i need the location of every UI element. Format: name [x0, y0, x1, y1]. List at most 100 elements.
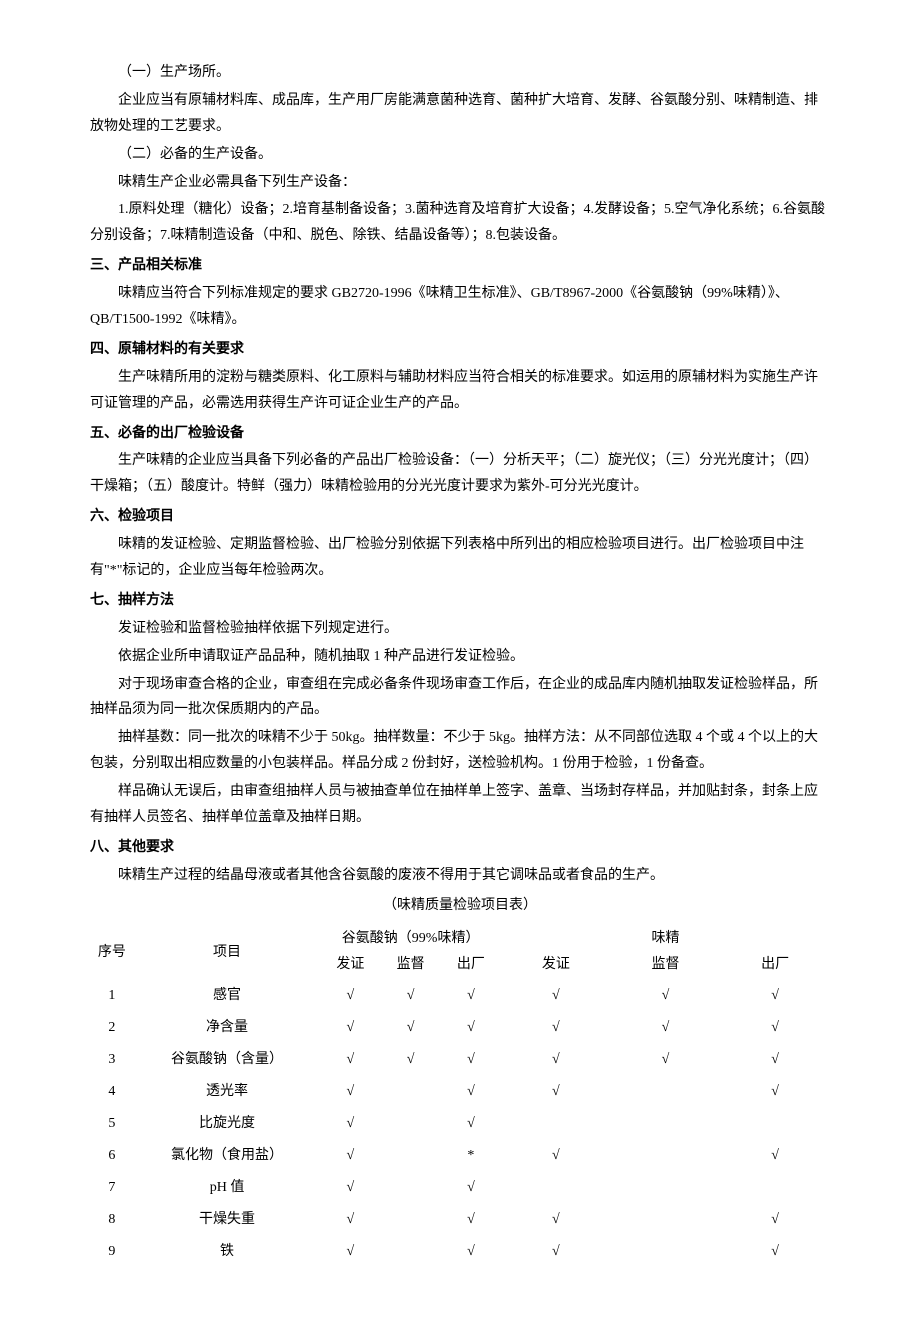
cell-mark [380, 1172, 440, 1204]
cell-item: 谷氨酸钠（含量） [134, 1044, 320, 1076]
section-heading: 四、原辅材料的有关要求 [90, 337, 830, 363]
cell-mark: √ [441, 1204, 501, 1236]
cell-mark: √ [501, 1012, 611, 1044]
section-heading: 八、其他要求 [90, 835, 830, 861]
section-heading: 六、检验项目 [90, 504, 830, 530]
cell-item: 净含量 [134, 1012, 320, 1044]
cell-mark [380, 1140, 440, 1172]
cell-mark [611, 1140, 721, 1172]
cell-mark: √ [380, 980, 440, 1012]
paragraph: 1.原料处理（糖化）设备；2.培育基制备设备；3.菌种选育及培育扩大设备；4.发… [90, 197, 830, 249]
cell-mark: √ [501, 1044, 611, 1076]
header-sub: 监督 [611, 952, 721, 981]
cell-seq: 4 [90, 1076, 134, 1108]
cell-mark: √ [441, 980, 501, 1012]
header-sub: 发证 [320, 952, 380, 981]
paragraph: 企业应当有原辅材料库、成品库，生产用厂房能满意菌种选育、菌种扩大培育、发酵、谷氨… [90, 88, 830, 140]
cell-seq: 8 [90, 1204, 134, 1236]
paragraph: （一）生产场所。 [90, 60, 830, 86]
cell-seq: 6 [90, 1140, 134, 1172]
header-sub: 出厂 [720, 952, 830, 981]
cell-item: 铁 [134, 1236, 320, 1268]
paragraph: 味精生产过程的结晶母液或者其他含谷氨酸的废液不得用于其它调味品或者食品的生产。 [90, 863, 830, 889]
paragraph: 样品确认无误后，由审查组抽样人员与被抽查单位在抽样单上签字、盖章、当场封存样品，… [90, 779, 830, 831]
table-row: 8干燥失重√√√√ [90, 1204, 830, 1236]
cell-mark [611, 1076, 721, 1108]
document-body: （一）生产场所。企业应当有原辅材料库、成品库，生产用厂房能满意菌种选育、菌种扩大… [90, 60, 830, 889]
cell-mark: √ [380, 1012, 440, 1044]
cell-mark [611, 1236, 721, 1268]
cell-seq: 7 [90, 1172, 134, 1204]
cell-mark: √ [501, 1140, 611, 1172]
cell-mark: √ [320, 1012, 380, 1044]
header-sub: 出厂 [441, 952, 501, 981]
cell-mark [501, 1108, 611, 1140]
cell-mark: √ [720, 1044, 830, 1076]
cell-mark [720, 1172, 830, 1204]
paragraph: 味精生产企业必需具备下列生产设备： [90, 170, 830, 196]
table-body: 1感官√√√√√√2净含量√√√√√√3谷氨酸钠（含量）√√√√√√4透光率√√… [90, 980, 830, 1267]
cell-mark: √ [320, 1108, 380, 1140]
header-sub: 发证 [501, 952, 611, 981]
cell-mark [380, 1204, 440, 1236]
cell-item: pH 值 [134, 1172, 320, 1204]
cell-mark [380, 1076, 440, 1108]
cell-mark [380, 1108, 440, 1140]
cell-mark: √ [320, 1044, 380, 1076]
cell-mark: √ [441, 1076, 501, 1108]
cell-mark: √ [441, 1012, 501, 1044]
header-group2: 味精 [501, 923, 830, 952]
paragraph: 味精的发证检验、定期监督检验、出厂检验分别依据下列表格中所列出的相应检验项目进行… [90, 532, 830, 584]
header-seq: 序号 [90, 923, 134, 981]
cell-mark [380, 1236, 440, 1268]
table-row: 1感官√√√√√√ [90, 980, 830, 1012]
cell-mark: √ [441, 1044, 501, 1076]
table-row: 7pH 值√√ [90, 1172, 830, 1204]
cell-item: 透光率 [134, 1076, 320, 1108]
table-row: 3谷氨酸钠（含量）√√√√√√ [90, 1044, 830, 1076]
paragraph: 抽样基数：同一批次的味精不少于 50kg。抽样数量：不少于 5kg。抽样方法：从… [90, 725, 830, 777]
cell-mark: √ [501, 1236, 611, 1268]
cell-mark: √ [501, 1076, 611, 1108]
cell-mark: √ [320, 1236, 380, 1268]
cell-mark: √ [501, 980, 611, 1012]
cell-mark: √ [611, 1012, 721, 1044]
section-heading: 七、抽样方法 [90, 588, 830, 614]
cell-mark [611, 1172, 721, 1204]
paragraph: （二）必备的生产设备。 [90, 142, 830, 168]
cell-item: 比旋光度 [134, 1108, 320, 1140]
cell-mark: √ [441, 1236, 501, 1268]
paragraph: 味精应当符合下列标准规定的要求 GB2720-1996《味精卫生标准》、GB/T… [90, 281, 830, 333]
cell-mark: √ [720, 1012, 830, 1044]
header-group1: 谷氨酸钠（99%味精） [320, 923, 501, 952]
cell-mark: √ [720, 1076, 830, 1108]
table-title: （味精质量检验项目表） [90, 893, 830, 919]
table-row: 2净含量√√√√√√ [90, 1012, 830, 1044]
cell-mark: √ [320, 1076, 380, 1108]
cell-seq: 3 [90, 1044, 134, 1076]
paragraph: 依据企业所申请取证产品品种，随机抽取 1 种产品进行发证检验。 [90, 644, 830, 670]
table-row: 6氯化物（食用盐）√*√√ [90, 1140, 830, 1172]
header-item: 项目 [134, 923, 320, 981]
cell-mark: √ [720, 980, 830, 1012]
cell-item: 氯化物（食用盐） [134, 1140, 320, 1172]
paragraph: 生产味精的企业应当具备下列必备的产品出厂检验设备：（一）分析天平；（二）旋光仪；… [90, 448, 830, 500]
cell-mark: √ [380, 1044, 440, 1076]
cell-mark [611, 1108, 721, 1140]
paragraph: 对于现场审查合格的企业，审查组在完成必备条件现场审查工作后，在企业的成品库内随机… [90, 672, 830, 724]
cell-mark: √ [441, 1172, 501, 1204]
cell-mark: √ [720, 1140, 830, 1172]
header-sub: 监督 [380, 952, 440, 981]
cell-mark: √ [720, 1204, 830, 1236]
cell-mark [501, 1172, 611, 1204]
section-heading: 五、必备的出厂检验设备 [90, 421, 830, 447]
cell-seq: 2 [90, 1012, 134, 1044]
cell-mark: √ [320, 1140, 380, 1172]
cell-mark [611, 1204, 721, 1236]
paragraph: 生产味精所用的淀粉与糖类原料、化工原料与辅助材料应当符合相关的标准要求。如运用的… [90, 365, 830, 417]
cell-seq: 9 [90, 1236, 134, 1268]
cell-seq: 1 [90, 980, 134, 1012]
cell-mark: √ [320, 1172, 380, 1204]
cell-item: 干燥失重 [134, 1204, 320, 1236]
inspection-table: 序号 项目 谷氨酸钠（99%味精） 味精 发证 监督 出厂 发证 监督 出厂 1… [90, 923, 830, 1268]
